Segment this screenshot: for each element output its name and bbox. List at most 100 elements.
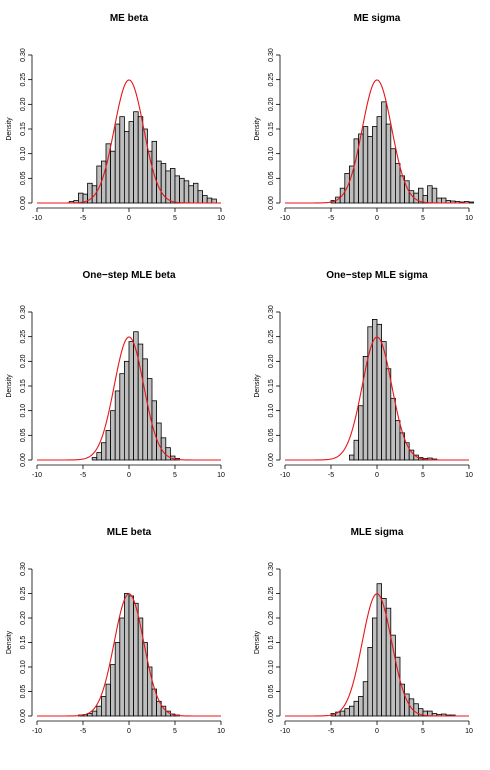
x-tick-label: 5 (421, 728, 425, 735)
histogram-bar (385, 368, 392, 461)
y-axis: 0.00 0.05 0.10 0.15 0.20 0.25 0.30 (268, 48, 281, 210)
y-tick-label: 0.25 (268, 73, 275, 87)
normal-density-curve (37, 593, 221, 717)
y-tick-label: 0.10 (20, 404, 27, 418)
y-tick-label: 0.15 (20, 379, 27, 393)
histogram-bar (376, 323, 382, 461)
histogram-bar (124, 593, 130, 717)
histogram-bar (105, 143, 111, 204)
x-tick-label: -5 (80, 215, 86, 222)
y-tick-label: 0.25 (20, 330, 27, 344)
histogram-bar (192, 182, 199, 204)
histogram-bar (339, 710, 346, 717)
histogram-bar (376, 583, 382, 717)
y-tick-label: 0.30 (268, 562, 275, 576)
histogram-bar (353, 700, 359, 717)
histogram-bar (468, 201, 474, 204)
y-axis: 0.00 0.05 0.10 0.15 0.20 0.25 0.30 (20, 562, 33, 723)
y-tick-label: 0.05 (20, 685, 27, 699)
y-axis: 0.00 0.05 0.10 0.15 0.20 0.25 0.30 (268, 305, 281, 467)
histogram-bars (78, 593, 180, 717)
y-tick-label: 0.30 (20, 305, 27, 319)
panel-title: MLE sigma (351, 527, 404, 538)
histogram-bar (381, 101, 387, 204)
y-tick-label: 0.20 (268, 611, 275, 625)
y-tick-label: 0.20 (20, 97, 27, 111)
histogram-panel-5: MLE betaDensity0.000.050.100.150.200.250… (6, 527, 225, 735)
y-tick-label: 0.30 (20, 562, 27, 576)
histogram-bar (91, 710, 98, 717)
histogram-bar (381, 598, 387, 717)
histogram-bar (211, 198, 217, 204)
histogram-bar (146, 666, 153, 717)
histogram-bar (142, 642, 148, 717)
histogram-bar (101, 696, 107, 717)
histogram-bar (183, 180, 190, 204)
x-tick-label: 5 (421, 215, 425, 222)
y-tick-label: 0.25 (20, 587, 27, 601)
y-axis-label: Density (254, 374, 261, 398)
y-tick-label: 0.15 (20, 636, 27, 650)
histogram-bar (362, 681, 369, 717)
histogram-bar (385, 123, 392, 204)
y-tick-label: 0.00 (20, 709, 27, 723)
panel-title: MLE beta (107, 527, 152, 538)
x-axis: -10 -5 0 5 10 (280, 464, 473, 479)
histogram-bar (376, 116, 382, 204)
normal-density-curve (37, 336, 221, 461)
x-tick-label: 0 (375, 472, 379, 479)
y-tick-label: 0.00 (268, 709, 275, 723)
histogram-bar (101, 442, 107, 461)
histogram-bar (137, 116, 144, 204)
histogram-bar (114, 123, 121, 204)
y-tick-label: 0.20 (268, 354, 275, 368)
histogram-bar (362, 126, 369, 204)
histogram-bar (413, 703, 419, 717)
histogram-bar (348, 165, 355, 204)
normal-density-curve (285, 336, 469, 461)
histogram-bar (348, 454, 355, 461)
y-tick-label: 0.25 (268, 330, 275, 344)
y-tick-label: 0.15 (20, 122, 27, 136)
histogram-bar (427, 185, 433, 204)
histogram-bar (394, 656, 401, 717)
histogram-bar (371, 617, 378, 717)
histogram-bar (390, 397, 396, 461)
x-tick-label: 10 (217, 472, 225, 479)
histogram-bar (367, 326, 373, 461)
histogram-panel-1: ME betaDensity0.000.050.100.150.200.250.… (6, 13, 225, 222)
histogram-bar (394, 163, 401, 204)
histogram-bar (348, 705, 355, 717)
x-tick-label: 5 (421, 472, 425, 479)
x-tick-label: 5 (173, 728, 177, 735)
normal-density-curve (285, 79, 469, 204)
histogram-bar (165, 447, 171, 461)
histogram-bar (96, 452, 102, 461)
histogram-bar (151, 140, 157, 204)
y-tick-label: 0.05 (268, 428, 275, 442)
y-tick-label: 0.00 (20, 196, 27, 210)
histogram-panel-6: MLE sigma Density 0.00 0.05 0.10 0.15 0.20 0.25… (254, 527, 473, 735)
histogram-bar (390, 148, 396, 204)
x-axis: -10 -5 0 5 10 (32, 464, 225, 479)
histogram-bar (128, 341, 134, 461)
histogram-panel-3: One−step MLE beta Density 0.00 0.05 0.10 0.15… (6, 270, 225, 479)
x-tick-label: 0 (127, 215, 131, 222)
x-tick-label: -5 (328, 215, 334, 222)
x-tick-label: -5 (328, 728, 334, 735)
histogram-bar (124, 131, 130, 204)
x-axis: -10 -5 0 5 10 (32, 720, 225, 735)
histogram-bar (431, 187, 438, 204)
x-tick-label: 0 (375, 728, 379, 735)
histogram-bar (133, 111, 139, 204)
y-tick-label: 0.00 (20, 453, 27, 467)
y-tick-label: 0.25 (20, 73, 27, 87)
y-tick-label: 0.20 (20, 611, 27, 625)
y-axis-label: Density (254, 117, 261, 141)
histogram-bar (119, 116, 125, 204)
histogram-bar (133, 602, 139, 717)
x-tick-label: -5 (328, 472, 334, 479)
histogram-bar (367, 135, 373, 204)
x-tick-label: -10 (32, 215, 42, 222)
